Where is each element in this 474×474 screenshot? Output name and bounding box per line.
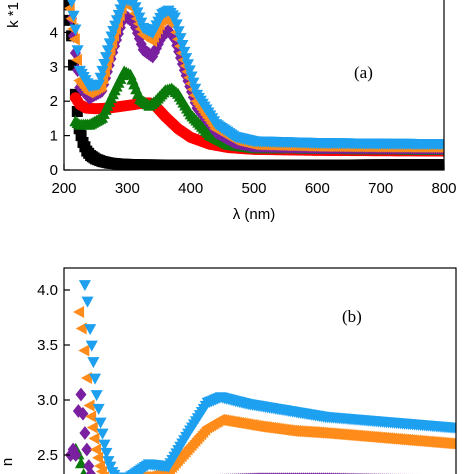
panel-b-series-3-point <box>85 410 97 423</box>
panel-b-series-4-point <box>87 357 100 369</box>
panel-a-series-6-point <box>71 45 84 57</box>
panel-b-series-2-point <box>79 426 91 440</box>
panel-a-series-1-point <box>75 130 87 142</box>
panel-b-series-3-point <box>86 421 98 434</box>
panel-a-series-6-point <box>176 40 189 52</box>
panel-b-series-3-point <box>80 371 92 385</box>
panel-b-series-3-point <box>78 344 90 357</box>
panel-b-series-3-point <box>449 440 456 448</box>
panel-a-series-6-point <box>170 19 183 31</box>
panel-b-series-3-point <box>95 465 107 474</box>
panel-b-series-4-point <box>449 423 456 435</box>
panel-a-series-6-point <box>189 83 202 95</box>
panel-a-series-1-point <box>71 106 83 118</box>
panel-a-series-6-point <box>187 77 200 89</box>
panel-b-series-3-point <box>92 451 104 464</box>
panel-b-series-3-point <box>83 399 95 412</box>
panel-a-x-tick-label: 500 <box>241 180 266 197</box>
panel-a-series-6-point <box>67 10 80 22</box>
panel-a-series-6-point <box>180 53 193 65</box>
panel-a-x-tick-label: 600 <box>305 180 330 197</box>
panel-b-series-4-point <box>84 324 97 336</box>
panel-a-series-6-point <box>185 71 198 83</box>
panel-b-series-3-point <box>88 432 100 445</box>
panel-b-series-4-point <box>78 280 91 292</box>
panel-b-series-3 <box>73 305 456 474</box>
panel-a-x-tick-label: 200 <box>51 180 76 197</box>
panel-b-ticks: 2.5 3.0 3.5 4.0 <box>37 282 70 464</box>
panel-a-series-6-point <box>437 139 444 151</box>
panel-a-y-tick-label: 1 <box>50 128 58 145</box>
panel-a-series-6 <box>67 0 444 151</box>
panel-b-series-2-point <box>85 467 97 474</box>
panel-b-y-tick-label: 2.5 <box>37 447 58 464</box>
panel-b-series-4-point <box>92 403 105 415</box>
panel-a-series-1-point <box>68 59 79 71</box>
panel-b-series-layer <box>65 280 456 474</box>
panel-a-series-6-point <box>181 59 195 71</box>
panel-b-series-4-point <box>98 439 111 451</box>
panel-b-series-2-point <box>75 387 87 402</box>
panel-b-series-4-point <box>85 340 98 352</box>
panel-a-series-6-point <box>98 58 111 70</box>
panel-a-y-tick-label: 4 <box>50 24 58 41</box>
panel-b-series-3-point <box>73 305 85 319</box>
panel-a-y-tick-label: 0 <box>50 162 58 179</box>
panel-a-y-tick-label: 2 <box>50 93 58 110</box>
panel-b-y-tick-label: 4.0 <box>37 282 58 299</box>
panel-b-y-tick-label: 3.0 <box>37 392 58 409</box>
panel-b-series-2-point <box>81 442 93 457</box>
panel-a-y-tick-label: 3 <box>50 59 58 76</box>
panel-a-x-tick-label: 300 <box>115 180 140 197</box>
panel-a-series-6-point <box>67 0 77 9</box>
panel-a-series-6-point <box>174 33 187 45</box>
panel-a-series-5-point <box>68 33 80 46</box>
panel-b-series-1-point <box>80 468 87 474</box>
panel-a-series-6-point <box>172 26 185 38</box>
panel-a-series-6-point <box>103 38 116 50</box>
panel-a-series-6-point <box>183 65 196 77</box>
panel-b-series-4-point <box>88 373 102 385</box>
panel-a-series-6-point <box>168 12 181 24</box>
panel-a-x-tick-label: 800 <box>431 180 456 197</box>
panel-a-ticks: 0 1 2 3 4 200 300 400 500 600 700 800 <box>50 24 457 197</box>
panel-a-x-tick-label: 400 <box>178 180 203 197</box>
panel-b-y-tick-label: 3.5 <box>37 337 58 354</box>
panel-a-series-1 <box>64 0 444 170</box>
panel-a-y-axis-title: k *1 <box>5 2 22 28</box>
panel-a: 0 1 2 3 4 200 300 400 500 600 700 800 (a) λ (nm) k … <box>5 0 457 223</box>
panel-b-series-4-point <box>81 296 94 308</box>
panel-a-x-axis-title: λ (nm) <box>233 206 276 223</box>
panel-b-y-axis-title: n <box>0 458 16 466</box>
panel-a-series-layer <box>64 0 444 170</box>
panel-b: 2.5 3.0 3.5 4.0 (b) n <box>0 267 457 474</box>
panel-b-label: (b) <box>342 307 362 326</box>
panel-a-x-tick-label: 700 <box>368 180 393 197</box>
panel-b-plot-frame <box>63 267 457 474</box>
panel-b-series-3-point <box>75 322 87 335</box>
panel-b-series-4-point <box>90 390 103 402</box>
panel-a-series-1-point <box>438 158 444 170</box>
panel-b-series-3-point <box>103 470 109 474</box>
panel-b-series-4-point <box>94 417 107 429</box>
panel-b-series-2-point <box>70 448 82 462</box>
panel-a-series-6-point <box>100 52 113 64</box>
panel-a-series-6-point <box>92 79 105 91</box>
panel-a-series-6-point <box>96 65 109 77</box>
panel-a-series-5-point <box>71 53 83 66</box>
panel-a-label: (a) <box>354 63 373 82</box>
panel-b-series-4-point <box>100 447 113 459</box>
panel-a-series-6-point <box>69 24 82 36</box>
panel-b-series-3-point <box>90 443 102 456</box>
panel-a-series-1-point <box>64 0 73 11</box>
panel-a-series-6-point <box>101 45 114 57</box>
panel-b-series-4-point <box>96 428 109 440</box>
panel-b-series-4 <box>78 280 456 474</box>
panel-b-series-2-point <box>77 406 89 421</box>
panel-a-series-6-point <box>94 72 107 84</box>
panel-a-series-6-point <box>178 46 191 58</box>
